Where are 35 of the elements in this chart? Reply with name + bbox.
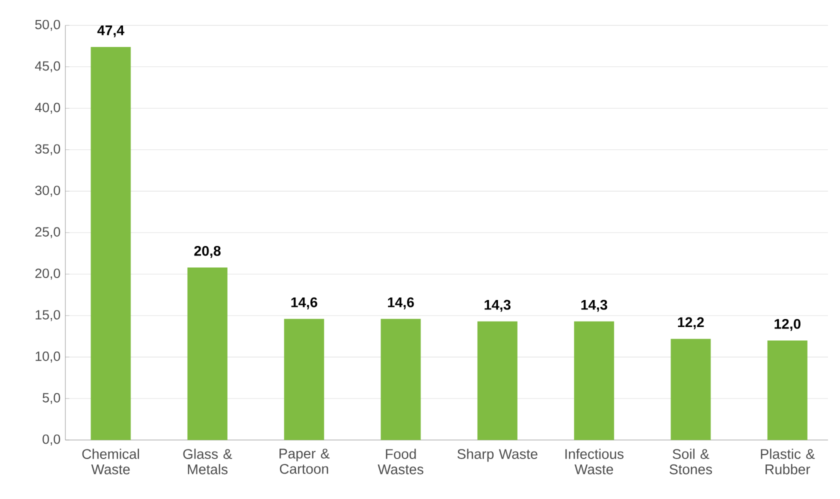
bar (670, 338, 711, 440)
data-label: 14,3 (581, 300, 608, 312)
y-tick-label: 5,0 (42, 393, 60, 404)
x-tick-label: Glass & Metals (183, 448, 232, 474)
y-tick-label: 40,0 (34, 102, 60, 114)
bar (380, 319, 421, 440)
bar (284, 319, 324, 440)
data-label: 14,6 (388, 298, 414, 310)
y-tick-label: 15,0 (36, 310, 60, 322)
y-tick-label: 0,0 (42, 434, 60, 446)
x-tick-label: Soil & Stones (670, 448, 712, 474)
data-label: 14,3 (484, 300, 511, 312)
data-label: 20,8 (194, 246, 221, 258)
y-tick-label: 50,0 (35, 20, 60, 32)
y-tick-label: 45,0 (34, 61, 60, 72)
y-tick-label: 20,0 (35, 268, 60, 280)
y-tick-label: 30,0 (35, 186, 60, 197)
x-tick-label: Chemical Waste (82, 448, 139, 474)
x-tick-label: Food Wastes (378, 448, 424, 474)
y-tick-label: 10,0 (36, 352, 60, 363)
data-label: 12,0 (774, 319, 800, 332)
y-tick-label: 25,0 (35, 227, 60, 238)
data-label: 47,4 (97, 26, 124, 38)
bar (90, 47, 131, 440)
x-tick-label: Sharp Waste (457, 448, 538, 462)
x-tick-label: Infectious Waste (565, 448, 624, 474)
bar (574, 322, 614, 440)
x-tick-label: Plastic & Rubber (760, 448, 815, 474)
bar (187, 268, 228, 440)
data-label: 14,6 (291, 298, 318, 310)
bar (767, 340, 808, 440)
x-tick-label: Paper & Cartoon (280, 448, 330, 474)
data-label: 12,2 (678, 317, 704, 330)
bar (477, 322, 518, 440)
y-tick-label: 35,0 (35, 144, 60, 156)
